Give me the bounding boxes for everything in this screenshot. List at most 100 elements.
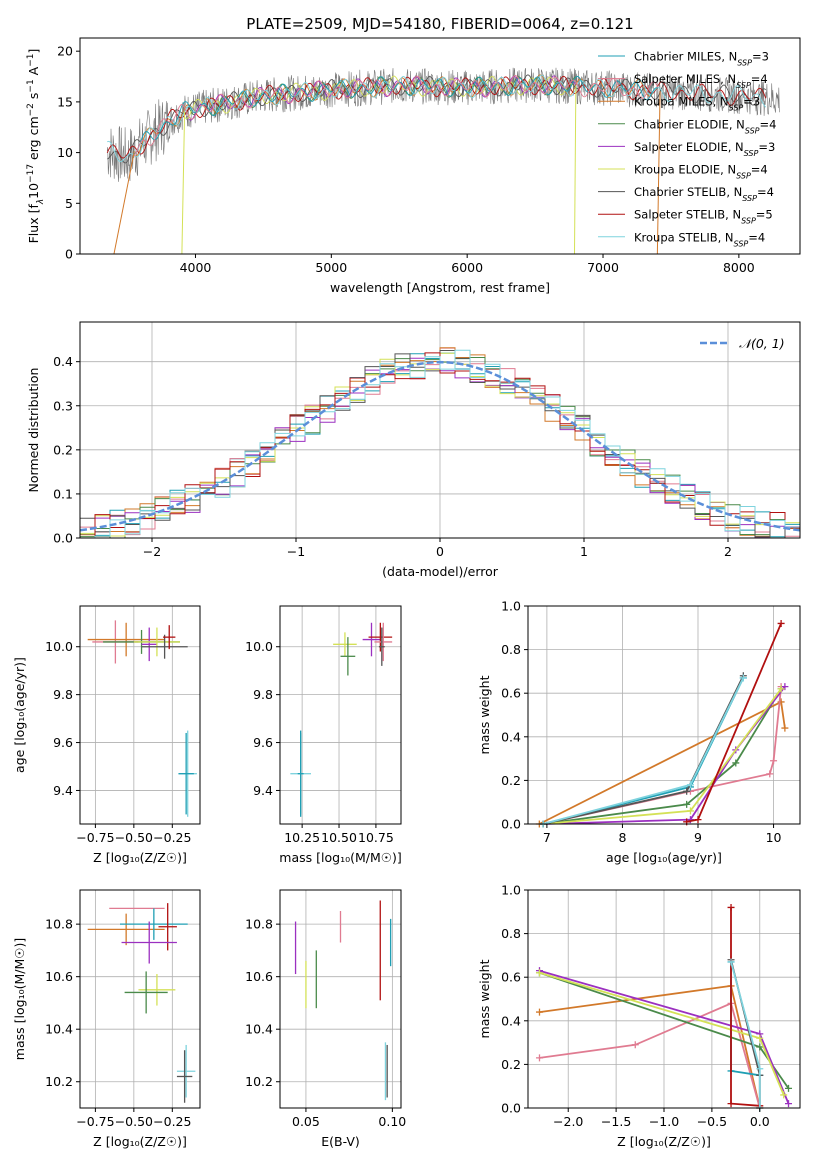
legend-entry: 𝒩(0, 1): [739, 336, 785, 351]
x-axis-label: Z [log₁₀(Z/Z☉)]: [93, 1134, 187, 1149]
y-tick-label: 0.3: [53, 398, 73, 413]
series-marker: [727, 1100, 735, 1108]
y-tick-label: 10.4: [45, 1022, 73, 1037]
series-marker: [631, 1041, 639, 1049]
x-tick-label: 7000: [587, 260, 619, 275]
series-marker: [777, 619, 785, 627]
x-tick-label: −0.25: [153, 1114, 191, 1129]
legend-subscript: SSP: [729, 103, 744, 112]
model-spectrum-line: [188, 76, 576, 116]
y-axis-label-part: A: [26, 66, 41, 79]
legend-entry: Kroupa ELODIE, NSSP=4: [634, 163, 768, 181]
series-marker: [727, 903, 735, 911]
y-axis-label-part: erg cm: [26, 116, 41, 164]
x-axis-label: wavelength [Angstrom, rest frame]: [330, 280, 550, 295]
x-tick-label: −2.0: [553, 1114, 583, 1129]
series-marker: [683, 800, 691, 808]
observed-spectrum-line: [106, 67, 780, 182]
legend-text: Kroupa ELODIE, N: [634, 163, 736, 177]
series-line: [539, 984, 761, 1109]
x-tick-label: −0.50: [115, 1114, 153, 1129]
y-axis-label-part: −1: [26, 79, 36, 92]
y-tick-label: 0.2: [501, 773, 521, 788]
series-line: [538, 700, 786, 825]
y-tick-label: 9.4: [53, 783, 73, 798]
legend-text: Chabrier MILES, N: [634, 50, 737, 64]
series-marker: [770, 757, 778, 765]
legend-subscript: SSP: [734, 239, 749, 248]
legend-text: Salpeter MILES, N: [634, 72, 736, 86]
gaussian-curve: [79, 360, 801, 532]
ebv-mass-panel: 0.05 0.10 10.2 10.4 10.6 10.8 E(B-V): [245, 889, 406, 1149]
y-tick-label: 9.6: [253, 735, 273, 750]
y-tick-label: 0.2: [53, 442, 73, 457]
series-marker: [535, 969, 543, 977]
series-marker: [683, 787, 691, 795]
legend-value: =5: [756, 208, 773, 222]
spectrum-lines: [106, 67, 780, 254]
y-tick-label: 10.2: [245, 1074, 273, 1089]
legend-value: =4: [751, 72, 768, 86]
y-tick-label: 10.8: [245, 917, 273, 932]
y-axis-label: age [log₁₀(age/yr)]: [12, 657, 27, 773]
y-axis-label-part: λ: [36, 199, 46, 205]
y-axis-label-part: Flux [f: [26, 204, 41, 244]
mass-age-panel: 10.25 10.50 10.75 9.4 9.6 9.8 10.0 mass [log₁₀(…: [245, 605, 402, 865]
spectrum-dropout-line: [573, 86, 577, 254]
y-axis-label-part: 10: [26, 183, 41, 199]
y-tick-label: 1.0: [501, 883, 521, 898]
figure-title: PLATE=2509, MJD=54180, FIBERID=0064, z=0…: [246, 15, 633, 33]
y-tick-label: 10.4: [245, 1022, 273, 1037]
series-line: [542, 675, 745, 825]
x-tick-label: 5000: [315, 260, 347, 275]
axes-frame: [79, 889, 201, 1109]
series-marker: [694, 816, 702, 824]
series-marker: [781, 724, 789, 732]
legend-subscript: SSP: [736, 81, 751, 90]
legend-subscript: SSP: [736, 171, 751, 180]
x-tick-label: 6000: [451, 260, 483, 275]
series-marker: [727, 958, 735, 966]
series-line: [539, 1002, 761, 1109]
legend-value: =4: [748, 230, 765, 244]
y-tick-label: 0.0: [501, 1101, 521, 1116]
legend-subscript: SSP: [742, 194, 757, 203]
legend-text: Salpeter STELIB, N: [634, 208, 741, 222]
legend-value: =3: [743, 95, 760, 109]
x-tick-label: 0.0: [750, 1114, 770, 1129]
spectrum-dropout-line: [181, 111, 186, 254]
legend-subscript: SSP: [741, 216, 756, 225]
y-tick-label: 0.6: [501, 970, 521, 985]
series-marker: [785, 1100, 793, 1108]
y-axis-label-part: ]: [26, 49, 41, 54]
series-marker: [732, 759, 740, 767]
y-tick-label: 9.8: [53, 687, 73, 702]
legend-value: =3: [758, 140, 775, 154]
y-tick-label: 0.0: [501, 817, 521, 832]
series-marker: [686, 807, 694, 815]
x-tick-label: 0: [436, 544, 444, 559]
x-tick-label: 10.25: [284, 830, 320, 845]
x-axis-label: age [log₁₀(age/yr)]: [606, 850, 722, 865]
model-spectrum-line: [132, 75, 659, 158]
x-tick-label: −0.25: [153, 830, 191, 845]
y-tick-label: 1.0: [501, 599, 521, 614]
x-axis-label: Z [log₁₀(Z/Z☉)]: [93, 850, 187, 865]
legend-text: Kroupa STELIB, N: [634, 230, 734, 244]
x-tick-label: −1.0: [649, 1114, 679, 1129]
legend-entry: Kroupa MILES, NSSP=3: [634, 95, 760, 113]
series-marker: [686, 781, 694, 789]
axes-frame: [79, 605, 201, 825]
y-tick-label: 20: [57, 44, 73, 59]
x-tick-label: −0.5: [697, 1114, 727, 1129]
x-tick-label: −2: [143, 544, 161, 559]
legend-value: =3: [752, 50, 769, 64]
x-tick-label: 7: [543, 830, 551, 845]
x-tick-label: −1: [287, 544, 305, 559]
x-tick-label: 8000: [723, 260, 755, 275]
series-marker: [739, 674, 747, 682]
y-tick-label: 9.8: [253, 687, 273, 702]
y-axis-label: Normed distribution: [26, 368, 41, 493]
model-spectrum-line: [133, 75, 659, 155]
y-tick-label: 9.4: [253, 783, 273, 798]
